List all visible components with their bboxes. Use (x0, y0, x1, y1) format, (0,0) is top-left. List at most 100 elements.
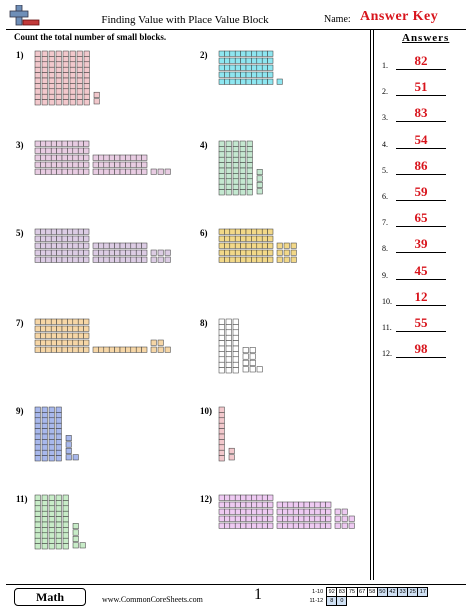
ten-rod (218, 508, 274, 515)
unit-cube (65, 441, 72, 448)
answer-number: 10. (382, 296, 392, 306)
answer-value: 39 (414, 236, 428, 252)
unit-cube (348, 515, 355, 522)
score-cell: 17 (417, 587, 429, 597)
ten-rod (34, 168, 90, 175)
problem-number: 6) (200, 228, 208, 238)
ten-rod (276, 501, 332, 508)
answer-number: 11. (382, 323, 392, 332)
ten-rod (34, 161, 90, 168)
ten-rod (34, 147, 90, 154)
unit-cube (157, 339, 164, 346)
place-value-blocks (34, 228, 171, 263)
answer-number: 12. (382, 349, 392, 359)
unit-cube (290, 249, 297, 256)
logo-plus-icon (8, 4, 40, 27)
ten-rod (69, 50, 76, 106)
unit-cube (242, 359, 249, 366)
place-value-blocks (218, 50, 283, 85)
ten-rod (48, 50, 55, 106)
answer-row: 7. 65 (382, 210, 472, 228)
place-value-blocks (34, 494, 86, 550)
unit-cube (65, 454, 72, 461)
score-cell: 83 (336, 587, 348, 597)
ten-rod (218, 501, 274, 508)
unit-cube (334, 515, 341, 522)
problem-number: 12) (200, 494, 212, 504)
answer-line (396, 331, 446, 332)
score-cell: 42 (386, 587, 399, 597)
answer-value: 55 (414, 315, 428, 330)
score-cell: 75 (346, 587, 358, 597)
ten-rod (232, 318, 239, 374)
answer-line (396, 252, 446, 254)
unit-cube (348, 522, 355, 529)
score-row: 11-12 8 0 (308, 596, 428, 606)
problem-number: 11) (16, 494, 28, 504)
ten-rod (34, 242, 90, 249)
ten-rod (34, 50, 41, 106)
ten-rod (232, 140, 239, 196)
ten-rod (55, 50, 62, 106)
ten-rod (276, 522, 332, 529)
ten-rod (239, 140, 246, 196)
answer-row: 5. 86 (382, 158, 472, 175)
ten-rod (218, 57, 274, 64)
unit-cube (249, 366, 256, 373)
ten-rod (218, 78, 274, 85)
unit-cube (65, 435, 72, 442)
place-value-blocks (218, 318, 263, 374)
answer-number: 1. (382, 61, 388, 70)
unit-cube (93, 98, 100, 105)
ten-rod (246, 140, 253, 196)
answer-number: 6. (382, 192, 388, 201)
score-cell: 33 (397, 587, 409, 597)
unit-cube (228, 447, 235, 454)
ten-rod (218, 522, 274, 529)
unit-cube (150, 346, 157, 353)
ten-rod (218, 64, 274, 71)
score-row: 1-10 92 83 75 67 58 50 42 33 25 17 (308, 587, 429, 597)
problem-number: 10) (200, 406, 212, 416)
score-cell: 92 (326, 587, 338, 597)
ten-rod (92, 154, 148, 161)
ten-rod (34, 494, 41, 550)
unit-cube (334, 508, 341, 515)
problem-number: 1) (16, 50, 24, 60)
place-value-blocks (218, 228, 297, 263)
unit-cube (242, 366, 249, 373)
unit-cube (242, 353, 249, 360)
unit-cube (276, 256, 283, 263)
subject-label: Math (14, 588, 86, 606)
ten-rod (48, 494, 55, 550)
answer-number: 8. (382, 244, 388, 254)
answer-number: 9. (382, 270, 388, 280)
place-value-blocks (218, 494, 355, 529)
unit-cube (157, 346, 164, 353)
ten-rod (218, 71, 274, 78)
problem-number: 5) (16, 228, 24, 238)
ten-rod (92, 249, 148, 256)
score-cell: 67 (356, 587, 368, 597)
ten-rod (225, 318, 232, 374)
ten-rod (55, 494, 62, 550)
ten-rod (92, 256, 148, 263)
ten-rod (34, 406, 41, 462)
unit-cube (72, 529, 79, 536)
answer-number: 7. (382, 218, 388, 228)
page-title: Finding Value with Place Value Block (101, 14, 269, 26)
unit-cube (157, 249, 164, 256)
answer-value: 82 (414, 53, 428, 68)
ten-rod (34, 140, 90, 147)
ten-rod (218, 515, 274, 522)
unit-cube (283, 242, 290, 249)
answers-divider (370, 29, 371, 580)
unit-cube (72, 535, 79, 542)
unit-cube (72, 454, 79, 461)
answers-divider (373, 29, 374, 580)
ten-rod (34, 228, 90, 235)
ten-rod (41, 494, 48, 550)
unit-cube (164, 256, 171, 263)
answer-value: 51 (414, 79, 428, 95)
ten-rod (276, 515, 332, 522)
